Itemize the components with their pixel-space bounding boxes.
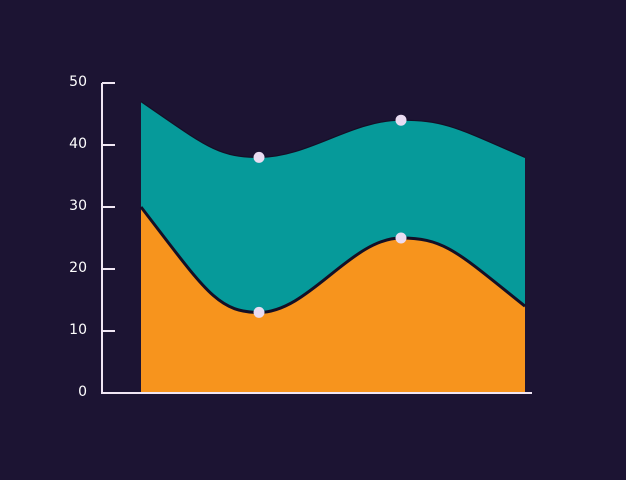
data-point-marker [395,232,407,244]
data-markers [253,114,407,318]
plot-area [139,101,526,393]
axes [101,82,532,394]
area-series-1 [141,207,525,393]
line-series-1 [139,206,526,314]
line-series-2 [140,101,526,159]
y-tick-label: 50 [69,74,87,90]
y-tick-label: 10 [69,322,87,338]
data-point-marker [253,151,265,163]
data-point-marker [253,306,265,318]
y-tick-label: 20 [69,260,87,276]
y-tick-label: 0 [78,384,87,400]
y-tick-label: 40 [69,136,87,152]
data-point-marker [395,114,407,126]
y-tick-label: 30 [69,198,87,214]
